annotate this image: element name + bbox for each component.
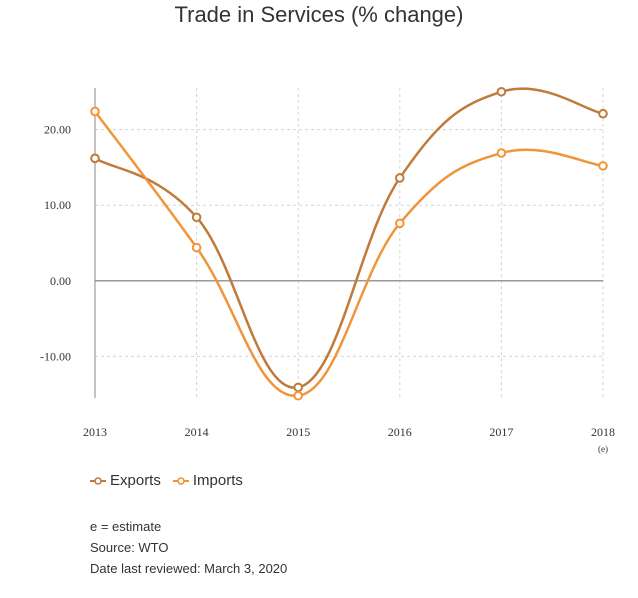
legend-marker-icon bbox=[90, 476, 106, 485]
x-tick-label: 2015 bbox=[286, 425, 310, 439]
data-point[interactable] bbox=[191, 242, 202, 253]
chart-title: Trade in Services (% change) bbox=[174, 2, 464, 27]
series-exports bbox=[90, 86, 608, 393]
legend-marker-icon bbox=[172, 476, 189, 485]
note-source: Source: WTO bbox=[90, 540, 169, 555]
legend-item-exports[interactable]: Exports bbox=[90, 472, 161, 489]
data-point[interactable] bbox=[598, 108, 608, 119]
x-tick-label: 2018 bbox=[591, 425, 615, 439]
series-line bbox=[94, 87, 604, 389]
series bbox=[90, 86, 608, 401]
x-tick-note: (e) bbox=[598, 444, 608, 454]
footnotes: e = estimate Source: WTO Date last revie… bbox=[90, 516, 287, 579]
data-point[interactable] bbox=[395, 218, 405, 229]
x-tick-label: 2017 bbox=[489, 425, 513, 439]
data-point[interactable] bbox=[496, 86, 507, 97]
data-point[interactable] bbox=[90, 106, 100, 117]
x-tick-label: 2016 bbox=[388, 425, 412, 439]
legend: Exports Imports bbox=[90, 472, 243, 489]
legend-label: Exports bbox=[110, 472, 161, 489]
data-point[interactable] bbox=[191, 212, 202, 223]
x-tick-label: 2014 bbox=[185, 425, 209, 439]
grid bbox=[94, 88, 604, 398]
legend-item-imports[interactable]: Imports bbox=[172, 472, 243, 489]
note-estimate: e = estimate bbox=[90, 519, 162, 534]
y-tick-label: 20.00 bbox=[44, 123, 71, 137]
series-line bbox=[93, 110, 604, 397]
y-tick-label: -10.00 bbox=[40, 349, 71, 363]
axes bbox=[94, 88, 603, 398]
series-imports bbox=[90, 106, 608, 401]
data-point[interactable] bbox=[598, 161, 608, 171]
y-tick-label: 0.00 bbox=[50, 274, 71, 288]
data-point[interactable] bbox=[293, 390, 304, 401]
note-reviewed: Date last reviewed: March 3, 2020 bbox=[90, 561, 288, 576]
x-tick-label: 2013 bbox=[83, 425, 107, 439]
data-point[interactable] bbox=[395, 173, 405, 183]
data-point[interactable] bbox=[293, 382, 304, 393]
legend-label: Imports bbox=[192, 472, 243, 489]
line-chart: -10.00 0.00 10.00 20.00 2013 2014 2015 2016 2017… bbox=[40, 86, 615, 454]
y-tick-label: 10.00 bbox=[44, 198, 71, 212]
data-point[interactable] bbox=[90, 153, 100, 164]
tick-labels: -10.00 0.00 10.00 20.00 2013 2014 2015 2016 2017… bbox=[40, 123, 615, 454]
data-point[interactable] bbox=[496, 148, 507, 158]
